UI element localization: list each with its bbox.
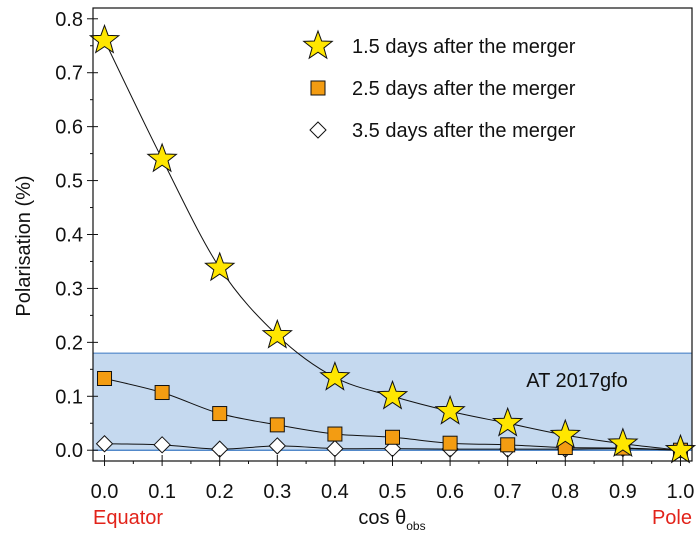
data-point-square bbox=[212, 406, 228, 422]
x-axis-label: cos θobs bbox=[358, 507, 425, 533]
x-tick-label: 0.4 bbox=[321, 481, 349, 503]
legend-label: 2.5 days after the merger bbox=[352, 78, 576, 100]
y-tick-label: 0.0 bbox=[55, 440, 83, 462]
pole-label: Pole bbox=[652, 507, 692, 529]
axes bbox=[87, 7, 693, 466]
data-point-star bbox=[376, 379, 409, 410]
legend-marker-star bbox=[302, 29, 334, 60]
x-tick-label: 1.0 bbox=[667, 481, 695, 503]
data-point-star bbox=[434, 394, 466, 425]
data-point-star bbox=[607, 427, 639, 458]
legend-label: 3.5 days after the merger bbox=[352, 120, 576, 142]
data-point-star bbox=[319, 360, 351, 391]
data-point-star bbox=[204, 251, 236, 282]
band-label: AT 2017gfo bbox=[526, 370, 628, 392]
y-tick-label: 0.8 bbox=[55, 9, 83, 31]
y-tick-label: 0.7 bbox=[55, 63, 83, 85]
series-markers bbox=[88, 23, 696, 464]
y-axis-label: Polarisation (%) bbox=[13, 175, 35, 316]
legend-marker-diamond bbox=[309, 121, 327, 139]
x-tick-label: 0.9 bbox=[609, 481, 637, 503]
x-tick-label: 0.0 bbox=[91, 481, 119, 503]
equator-label: Equator bbox=[93, 507, 163, 529]
x-tick-label: 0.1 bbox=[148, 481, 176, 503]
data-point-diamond bbox=[268, 437, 287, 455]
y-tick-label: 0.2 bbox=[55, 332, 83, 354]
data-point-square bbox=[442, 435, 458, 451]
data-point-star bbox=[261, 318, 293, 349]
data-point-star bbox=[88, 23, 121, 54]
legend: 1.5 days after the merger 2.5 days after … bbox=[302, 29, 576, 142]
x-tick-label: 0.6 bbox=[436, 481, 464, 503]
x-tick-label: 0.8 bbox=[551, 481, 579, 503]
y-tick-label: 0.4 bbox=[55, 225, 83, 247]
x-tick-label: 0.2 bbox=[206, 481, 234, 503]
tick-labels: 0.0 0.1 0.2 0.3 0.4 0.5 0.6 0.7 0.8 0.9 1.0 0.0 0.1 0… bbox=[55, 9, 694, 503]
x-axis-label-subscript: obs bbox=[406, 519, 425, 533]
x-tick-label: 0.3 bbox=[263, 481, 291, 503]
legend-marker-square bbox=[310, 80, 326, 96]
data-point-star bbox=[146, 142, 178, 173]
y-tick-label: 0.3 bbox=[55, 278, 83, 300]
x-tick-label: 0.7 bbox=[494, 481, 522, 503]
data-point-square bbox=[269, 417, 285, 433]
data-point-square bbox=[154, 385, 170, 401]
data-point-star bbox=[549, 418, 581, 449]
data-point-square bbox=[97, 370, 113, 386]
data-point-square bbox=[385, 429, 400, 445]
data-point-diamond bbox=[153, 436, 171, 454]
legend-label: 1.5 days after the merger bbox=[352, 36, 576, 58]
y-tick-label: 0.1 bbox=[55, 386, 83, 408]
x-tick-label: 0.5 bbox=[379, 481, 407, 503]
x-axis-label-main: cos θ bbox=[358, 507, 406, 529]
data-point-square bbox=[327, 426, 343, 442]
data-point-star bbox=[492, 406, 524, 437]
y-tick-label: 0.5 bbox=[55, 171, 83, 193]
data-point-diamond bbox=[95, 435, 114, 453]
data-point-square bbox=[500, 437, 516, 453]
y-tick-label: 0.6 bbox=[55, 117, 83, 139]
